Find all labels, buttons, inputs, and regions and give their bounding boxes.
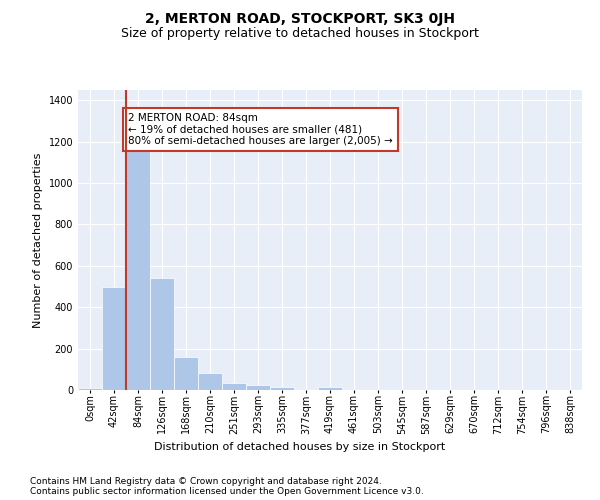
Bar <box>102 286 126 390</box>
Text: Contains HM Land Registry data © Crown copyright and database right 2024.: Contains HM Land Registry data © Crown c… <box>30 478 382 486</box>
Text: Contains public sector information licensed under the Open Government Licence v3: Contains public sector information licen… <box>30 488 424 496</box>
Text: 2, MERTON ROAD, STOCKPORT, SK3 0JH: 2, MERTON ROAD, STOCKPORT, SK3 0JH <box>145 12 455 26</box>
Bar <box>270 387 294 390</box>
Bar <box>78 388 102 390</box>
Bar <box>318 387 342 390</box>
Bar <box>222 383 246 390</box>
Y-axis label: Number of detached properties: Number of detached properties <box>33 152 43 328</box>
Bar <box>126 150 150 390</box>
Text: Size of property relative to detached houses in Stockport: Size of property relative to detached ho… <box>121 28 479 40</box>
Bar <box>150 278 174 390</box>
Bar <box>174 357 198 390</box>
Text: 2 MERTON ROAD: 84sqm
← 19% of detached houses are smaller (481)
80% of semi-deta: 2 MERTON ROAD: 84sqm ← 19% of detached h… <box>128 113 393 146</box>
Text: Distribution of detached houses by size in Stockport: Distribution of detached houses by size … <box>154 442 446 452</box>
Bar <box>198 373 222 390</box>
Bar <box>246 384 270 390</box>
